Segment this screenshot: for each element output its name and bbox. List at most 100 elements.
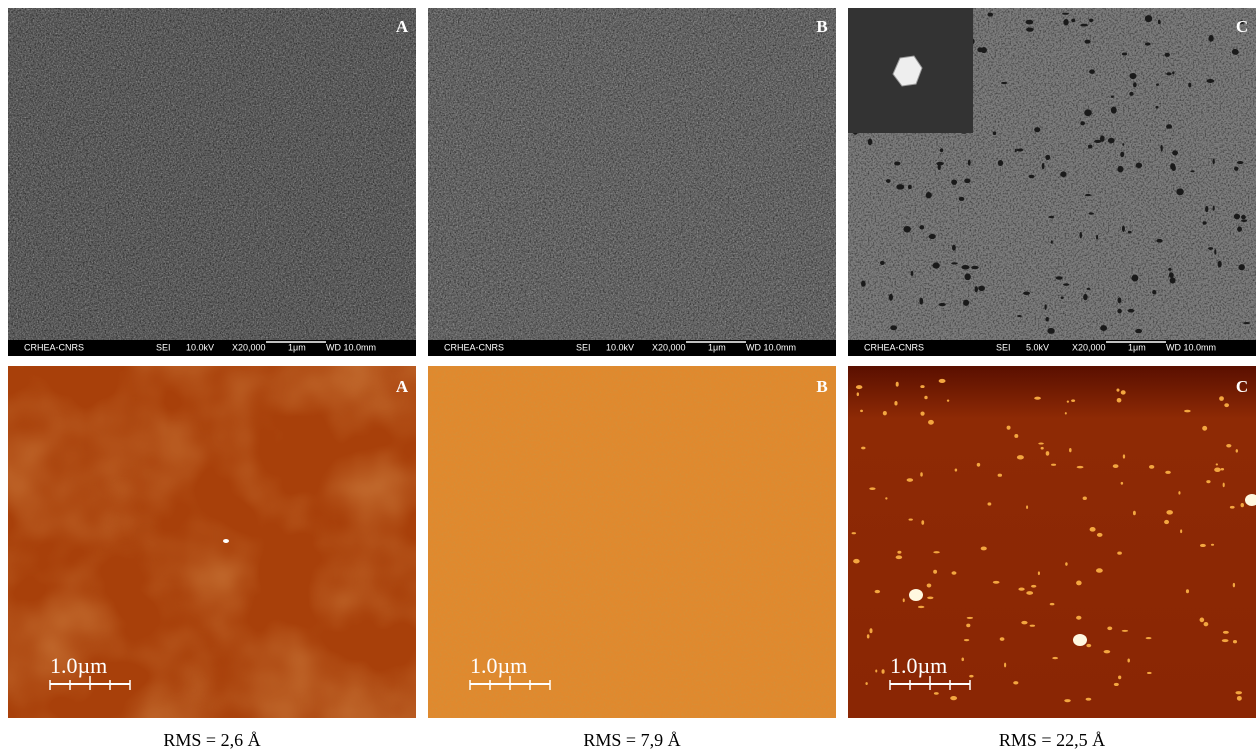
particle [1171, 165, 1175, 171]
particle [1223, 483, 1225, 488]
info-text: CRHEA-CNRS [24, 342, 84, 352]
particle [1001, 82, 1007, 84]
particle [964, 639, 969, 641]
particle [1021, 621, 1027, 624]
particle [1165, 471, 1171, 474]
scale-label: 1.0µm [470, 653, 527, 678]
particle [1029, 175, 1035, 178]
particle [1051, 464, 1056, 466]
particle [894, 401, 897, 406]
particle [1184, 410, 1191, 413]
particle [1084, 109, 1092, 116]
particle [929, 234, 936, 239]
particle [1084, 40, 1090, 44]
info-text: SEI [156, 342, 171, 352]
particle [959, 197, 965, 201]
particle [987, 13, 993, 17]
particle [1004, 663, 1006, 668]
particle [1063, 19, 1068, 25]
particle [1076, 581, 1082, 586]
particle [1206, 480, 1210, 483]
particle [1083, 497, 1087, 501]
particle [963, 300, 969, 306]
particle [1088, 144, 1093, 148]
particle [1133, 82, 1137, 87]
particle [1233, 640, 1237, 643]
particle [1100, 325, 1107, 331]
particle [1176, 188, 1184, 195]
particle [1116, 389, 1119, 392]
particle [927, 596, 933, 599]
particle [1166, 72, 1171, 75]
particle [1077, 466, 1084, 468]
particle [1178, 491, 1180, 495]
particle [950, 696, 957, 700]
particle [981, 547, 987, 551]
particle [1079, 232, 1082, 239]
particle [896, 184, 904, 190]
particle [1241, 215, 1246, 219]
particle [1042, 163, 1045, 169]
info-text: WD 10.0mm [326, 342, 376, 352]
particle [1145, 15, 1152, 22]
particle [1017, 455, 1024, 459]
particle [1230, 506, 1235, 509]
particle [933, 551, 940, 553]
particle [919, 298, 923, 305]
particle [880, 261, 885, 265]
particle [1161, 145, 1163, 152]
particle [1034, 127, 1040, 132]
particle [890, 325, 897, 330]
info-text: WD 10.0mm [746, 342, 796, 352]
particle [1083, 294, 1088, 300]
particle [1147, 672, 1152, 674]
info-text: X20,000 [232, 342, 266, 352]
panel-label: C [1236, 17, 1248, 36]
particle [1045, 155, 1050, 160]
particle [908, 185, 912, 189]
info-text: SEI [996, 342, 1011, 352]
particle [896, 382, 899, 387]
particle [926, 192, 932, 198]
rms-caption: RMS = 22,5 Å [999, 730, 1105, 750]
particle [1065, 562, 1068, 566]
particle [1232, 49, 1238, 55]
particle [1064, 699, 1070, 702]
particle [861, 447, 865, 450]
particle [1096, 235, 1098, 240]
particle [1237, 696, 1242, 701]
particle [1063, 283, 1069, 286]
particle [1062, 13, 1069, 15]
particle [1056, 276, 1063, 280]
particle [939, 303, 946, 306]
particle [869, 487, 875, 490]
particle [998, 160, 1003, 166]
figure: ACRHEA-CNRSSEI10.0kVX20,0001μmWD 10.0mmB… [0, 0, 1256, 754]
particle [1069, 448, 1072, 452]
particle [1136, 163, 1142, 168]
particle [975, 286, 978, 292]
particle [952, 245, 956, 251]
particle [1038, 571, 1040, 575]
particle [860, 410, 863, 413]
particle [1164, 520, 1169, 524]
particle [1089, 212, 1094, 214]
particle [1122, 630, 1128, 632]
particle [1129, 92, 1133, 96]
particle [1128, 309, 1135, 313]
particle [1166, 124, 1172, 128]
particle [1121, 390, 1126, 394]
particle [920, 472, 923, 476]
info-text: WD 10.0mm [1166, 342, 1216, 352]
particle [1030, 625, 1035, 627]
info-text: 10.0kV [606, 342, 634, 352]
particle [934, 692, 939, 695]
particle [1172, 71, 1174, 74]
particle [1046, 451, 1050, 456]
particle [964, 273, 970, 280]
particle [951, 571, 956, 574]
scale-label: 1.0µm [890, 653, 947, 678]
particle [920, 412, 924, 416]
particle [1023, 291, 1030, 295]
particle [1135, 329, 1142, 333]
